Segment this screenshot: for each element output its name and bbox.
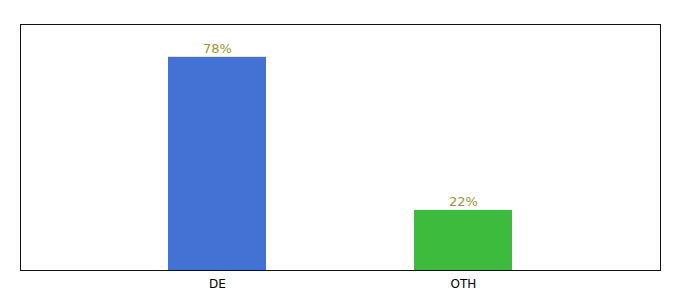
svg-text:OTH: OTH (451, 277, 477, 291)
svg-text:22%: 22% (449, 194, 478, 209)
svg-text:78%: 78% (203, 41, 232, 56)
svg-text:DE: DE (209, 277, 226, 291)
